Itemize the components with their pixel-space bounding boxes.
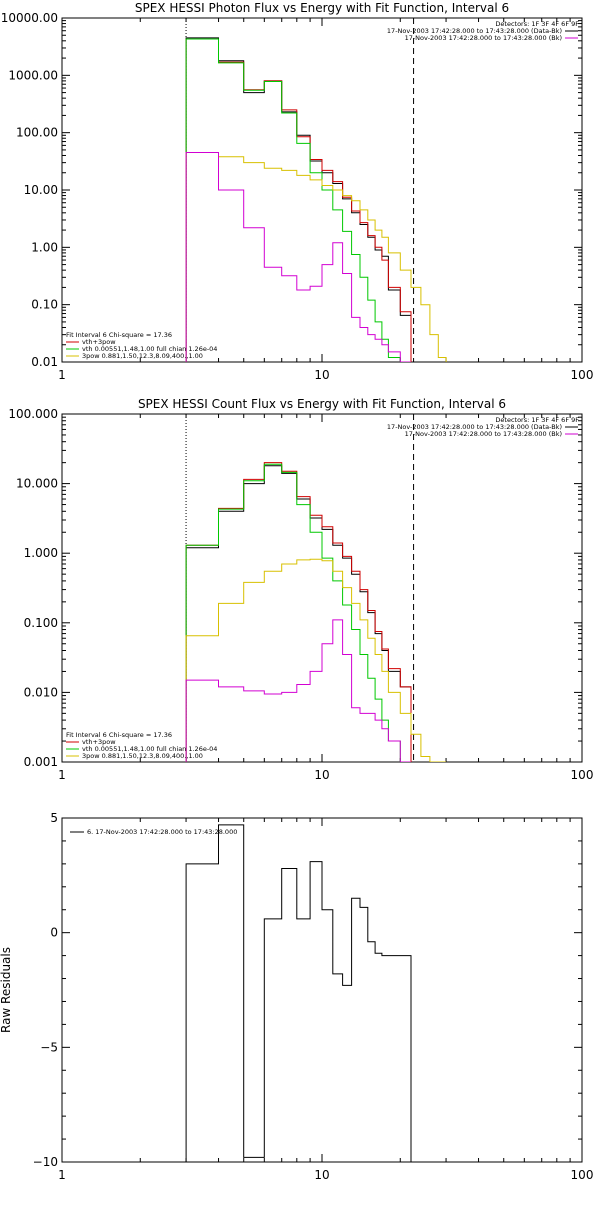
legend-text: 17-Nov-2003 17:42:28.000 to 17:43:28.000… xyxy=(405,430,562,438)
y-tick-label: 5 xyxy=(50,811,58,825)
legend-text: vth 0.00551,1.48,1.00 full chian 1.26e-0… xyxy=(82,345,217,353)
series-group xyxy=(185,462,447,762)
chart-panel-3: 1 10 100 5 0 −5 −10 Raw Residuals 6. 17-Nov-2003… xyxy=(0,811,593,1182)
y-tick-label: 0.010 xyxy=(24,685,58,699)
y-tick-label: 0 xyxy=(50,926,58,940)
series-line xyxy=(185,152,447,362)
series-line xyxy=(185,37,412,362)
legend-text: vth+3pow xyxy=(82,738,116,746)
series-line xyxy=(185,824,412,1162)
series-line xyxy=(185,465,412,762)
legend-text: 3pow 0.881,1.50,12.3,8.09,400.,1.00 xyxy=(82,752,203,760)
x-tick-label: 1 xyxy=(58,368,66,382)
y-tick-label: 0.100 xyxy=(24,616,58,630)
legend-text: 3pow 0.881,1.50,12.3,8.09,400.,1.00 xyxy=(82,352,203,360)
y-tick-label: 1.000 xyxy=(24,546,58,560)
y-tick-label: 1.00 xyxy=(31,240,58,254)
series-line xyxy=(185,38,412,362)
y-tick-label: 10.00 xyxy=(24,183,58,197)
legend-text: 17-Nov-2003 17:42:28.000 to 17:43:28.000… xyxy=(405,34,562,42)
series-line xyxy=(185,558,447,762)
legend-text: 6. 17-Nov-2003 17:42:28.000 to 17:43:28.… xyxy=(87,828,237,836)
series-group xyxy=(185,37,447,362)
x-tick-label: 100 xyxy=(571,368,594,382)
y-tick-label: 100.00 xyxy=(16,126,58,140)
x-tick-label: 1 xyxy=(58,1168,66,1182)
x-tick-label: 100 xyxy=(571,1168,594,1182)
legend-text: 17-Nov-2003 17:42:28.000 to 17:43:28.000… xyxy=(387,27,562,35)
y-tick-label: −5 xyxy=(40,1040,58,1054)
y-tick-label: 10.000 xyxy=(16,477,58,491)
x-tick-label: 10 xyxy=(314,1168,329,1182)
legend-text: Fit Interval 6 Chi-square = 17.36 xyxy=(66,331,172,339)
chart-panel-2: SPEX HESSI Count Flux vs Energy with Fit… xyxy=(8,397,593,782)
legend-text: vth 0.00551,1.48,1.00 full chian 1.26e-0… xyxy=(82,745,217,753)
x-tick-label: 100 xyxy=(571,768,594,782)
legend-text: 17-Nov-2003 17:42:28.000 to 17:43:28.000… xyxy=(387,423,562,431)
x-tick-label: 1 xyxy=(58,768,66,782)
legend-text: Fit Interval 6 Chi-square = 17.36 xyxy=(66,731,172,739)
series-line xyxy=(185,152,411,362)
y-tick-label: −10 xyxy=(33,1155,58,1169)
series-group xyxy=(185,824,412,1162)
y-tick-label: 1000.00 xyxy=(8,68,58,82)
series-line xyxy=(185,619,411,762)
y-tick-label: 100.000 xyxy=(8,407,58,421)
y-tick-label: 0.10 xyxy=(31,298,58,312)
x-tick-label: 10 xyxy=(314,768,329,782)
series-line xyxy=(185,462,412,762)
y-tick-label: 10000.00 xyxy=(1,11,58,25)
chart-title: SPEX HESSI Photon Flux vs Energy with Fi… xyxy=(135,1,509,15)
y-tick-label: 0.01 xyxy=(31,355,58,369)
chart-title: SPEX HESSI Count Flux vs Energy with Fit… xyxy=(138,397,506,411)
legend-text: Detectors: 1F 3F 4F 6F 9F xyxy=(495,416,579,424)
series-line xyxy=(185,38,411,362)
chart-panel-1: SPEX HESSI Photon Flux vs Energy with Fi… xyxy=(1,1,594,382)
legend-text: Detectors: 1F 3F 4F 6F 9F xyxy=(495,20,579,28)
series-line xyxy=(185,463,411,762)
y-axis-label: Raw Residuals xyxy=(0,947,13,1033)
plot-frame xyxy=(61,413,583,763)
y-tick-label: 0.001 xyxy=(24,755,58,769)
legend-text: vth+3pow xyxy=(82,338,116,346)
x-tick-label: 10 xyxy=(314,368,329,382)
